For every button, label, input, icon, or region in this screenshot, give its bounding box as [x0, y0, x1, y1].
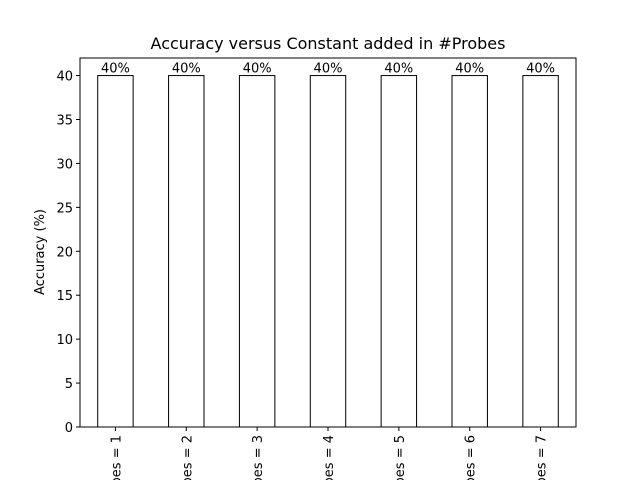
x-tick-label-5: #Probes = 5 — [393, 435, 408, 480]
y-tick-label-30: 30 — [56, 157, 73, 172]
x-tick-label-2: #Probes = 2 — [180, 435, 195, 480]
y-tick-label-15: 15 — [56, 289, 73, 304]
bar-5 — [380, 75, 418, 428]
bar-7 — [522, 75, 559, 428]
bar-3 — [238, 75, 276, 428]
data-label-2: 40% — [172, 62, 201, 77]
y-tick-label-25: 25 — [56, 201, 73, 216]
x-tick-label-4: #Probes = 4 — [322, 435, 337, 480]
bar-2 — [168, 75, 205, 428]
bar-6 — [451, 75, 488, 428]
x-tick-label-1: #Probes = 1 — [109, 435, 124, 480]
data-label-4: 40% — [314, 62, 343, 77]
y-tick-label-20: 20 — [56, 245, 73, 260]
bars-group — [97, 75, 559, 428]
data-labels-group: 40% 40% 40% 40% 40% 40% 40% — [101, 62, 555, 77]
plot-frame — [79, 57, 577, 428]
bar-1 — [97, 75, 134, 428]
data-label-5: 40% — [384, 62, 413, 77]
chart-title: Accuracy versus Constant added in #Probe… — [151, 34, 506, 53]
x-tick-label-6: #Probes = 6 — [464, 435, 479, 480]
y-tick-label-35: 35 — [56, 114, 73, 129]
data-label-1: 40% — [101, 62, 130, 77]
data-label-6: 40% — [455, 62, 484, 77]
y-tick-label-10: 10 — [56, 333, 73, 348]
y-tick-label-0: 0 — [65, 421, 73, 436]
y-axis-ticks: 0 5 10 15 20 25 30 35 40 — [56, 70, 80, 436]
y-axis-label: Accuracy (%) — [33, 209, 48, 295]
data-label-7: 40% — [526, 62, 555, 77]
y-tick-label-5: 5 — [65, 377, 73, 392]
x-tick-label-7: #Probes = 7 — [535, 435, 550, 480]
x-axis-ticks: #Probes = 1 #Probes = 2 #Probes = 3 #Probes… — [109, 427, 550, 480]
x-tick-label-3: #Probes = 3 — [251, 435, 266, 480]
bar-4 — [309, 75, 347, 428]
data-label-3: 40% — [243, 62, 272, 77]
y-tick-label-40: 40 — [56, 70, 73, 85]
